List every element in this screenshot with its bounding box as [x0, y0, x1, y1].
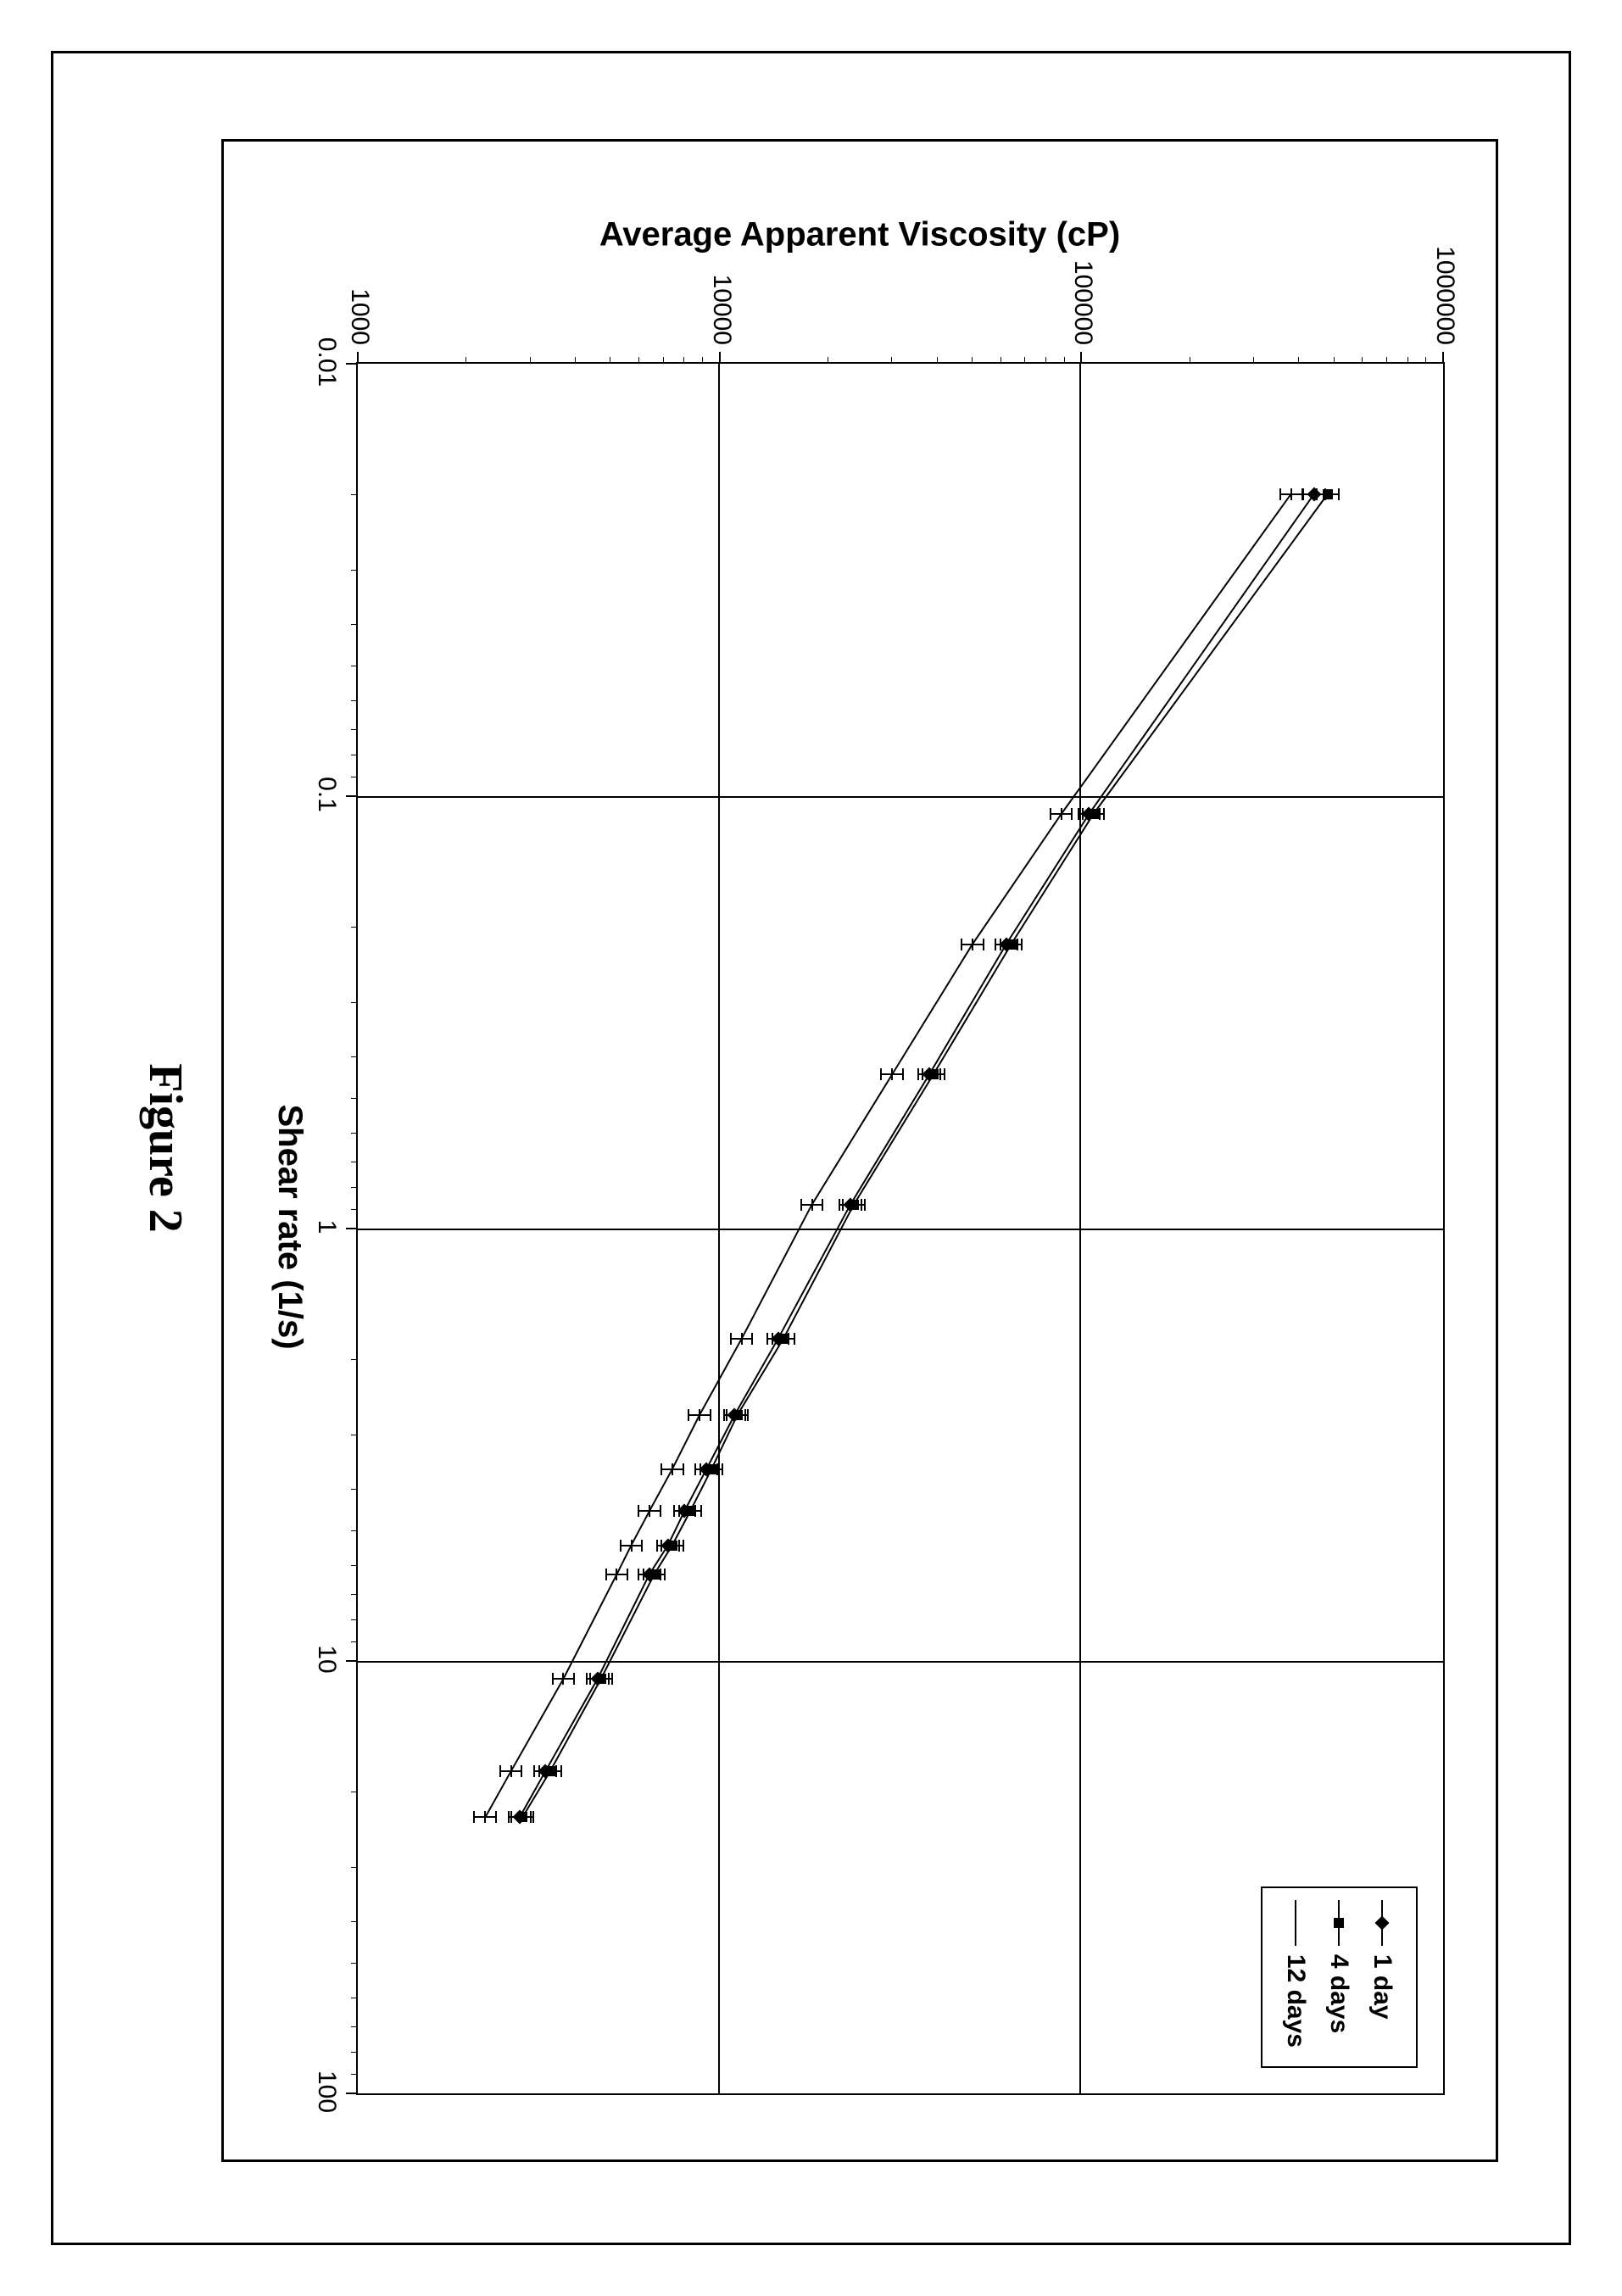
- y-tick-minor: [1000, 357, 1001, 364]
- x-tick-minor: [351, 927, 358, 928]
- x-tick-minor: [351, 1098, 358, 1099]
- y-tick-major: [718, 352, 720, 364]
- legend-item: 4 days: [1318, 1900, 1361, 2048]
- y-axis-label: Average Apparent Viscosity (cP): [599, 216, 1119, 254]
- legend-item: 12 days: [1274, 1900, 1318, 2048]
- series-line-1-day: [519, 494, 1313, 1818]
- legend-marker-line: [1295, 1900, 1296, 1946]
- x-tick-minor: [351, 570, 358, 571]
- y-tick-minor: [1385, 357, 1386, 364]
- y-tick-minor: [1024, 357, 1025, 364]
- x-tick-minor: [351, 1209, 358, 1210]
- y-tick-minor: [971, 357, 972, 364]
- y-tick-label: 1000: [345, 288, 374, 345]
- x-tick-minor: [351, 1359, 358, 1360]
- y-tick-minor: [1298, 357, 1299, 364]
- x-tick-label: 100: [312, 2070, 341, 2113]
- y-tick-minor: [891, 357, 892, 364]
- x-tick-minor: [351, 1867, 358, 1868]
- x-tick-label: 10: [312, 1645, 341, 1673]
- y-tick-minor: [683, 357, 684, 364]
- x-tick-minor: [351, 700, 358, 701]
- y-tick-minor: [465, 357, 466, 364]
- figure-caption: Figure 2: [138, 1063, 192, 1233]
- x-tick-minor: [351, 1002, 358, 1003]
- y-tick-minor: [638, 357, 639, 364]
- y-tick-major: [1080, 352, 1082, 364]
- rotated-chart-container: Average Apparent Viscosity (cP) 1 day4 d…: [91, 88, 1532, 2208]
- y-tick-minor: [574, 357, 575, 364]
- x-tick-minor: [351, 2026, 358, 2027]
- gridline-vertical: [358, 1229, 1443, 1230]
- x-tick-minor: [351, 729, 358, 730]
- y-tick-label: 10000: [706, 275, 735, 345]
- diamond-marker-icon: [1375, 1915, 1390, 1930]
- chart-frame: Average Apparent Viscosity (cP) 1 day4 d…: [221, 139, 1498, 2162]
- x-tick-major: [346, 363, 358, 365]
- legend-item: 1 day: [1361, 1900, 1404, 2048]
- x-tick-major: [346, 1660, 358, 1662]
- y-tick-minor: [1063, 357, 1064, 364]
- legend-label: 1 day: [1361, 1954, 1404, 2020]
- legend-marker-line: [1338, 1900, 1340, 1946]
- legend-label: 4 days: [1318, 1954, 1361, 2033]
- y-tick-major: [1442, 352, 1444, 364]
- legend-label: 12 days: [1274, 1954, 1318, 2048]
- gridline-vertical: [358, 1661, 1443, 1663]
- legend: 1 day4 days12 days: [1261, 1886, 1418, 2068]
- x-tick-minor: [351, 1619, 358, 1620]
- x-tick-minor: [351, 1056, 358, 1057]
- square-marker-icon: [1334, 1918, 1344, 1928]
- gridline-horizontal: [717, 364, 719, 2093]
- x-axis-label: Shear rate (1/s): [270, 1104, 309, 1349]
- gridline-vertical: [358, 796, 1443, 798]
- y-tick-minor: [529, 357, 530, 364]
- series-line-4-days: [522, 494, 1328, 1818]
- y-tick-minor: [662, 357, 663, 364]
- series-line-12-days: [485, 494, 1290, 1818]
- x-tick-minor: [351, 1133, 358, 1134]
- x-tick-minor: [351, 624, 358, 625]
- x-tick-minor: [351, 1489, 358, 1490]
- x-tick-major: [346, 2093, 358, 2094]
- x-tick-minor: [351, 1921, 358, 1922]
- y-tick-label: 1000000: [1430, 246, 1459, 345]
- x-tick-minor: [351, 2052, 358, 2053]
- y-tick-minor: [1425, 357, 1426, 364]
- y-tick-label: 100000: [1068, 260, 1097, 345]
- y-tick-minor: [1333, 357, 1334, 364]
- x-tick-label: 1: [312, 1220, 341, 1234]
- x-tick-minor: [351, 1565, 358, 1566]
- y-tick-minor: [1045, 357, 1046, 364]
- x-tick-label: 0.1: [312, 777, 341, 812]
- y-tick-minor: [702, 357, 703, 364]
- x-tick-major: [346, 795, 358, 797]
- y-tick-minor: [1189, 357, 1190, 364]
- plot-area: 1 day4 days12 days: [356, 362, 1445, 2095]
- x-tick-minor: [351, 1963, 358, 1964]
- x-tick-minor: [351, 494, 358, 495]
- legend-marker-line: [1381, 1900, 1383, 1946]
- x-tick-minor: [351, 1641, 358, 1642]
- y-tick-minor: [1362, 357, 1363, 364]
- x-tick-label: 0.01: [312, 337, 341, 387]
- x-tick-minor: [351, 2074, 358, 2075]
- y-tick-major: [357, 352, 359, 364]
- x-tick-minor: [351, 1187, 358, 1188]
- cap-marker-icon: [1295, 1917, 1296, 1929]
- gridline-horizontal: [1079, 364, 1081, 2093]
- y-tick-minor: [1252, 357, 1253, 364]
- x-tick-minor: [351, 1594, 358, 1595]
- x-tick-major: [346, 1228, 358, 1229]
- x-tick-minor: [351, 1530, 358, 1531]
- y-tick-minor: [936, 357, 937, 364]
